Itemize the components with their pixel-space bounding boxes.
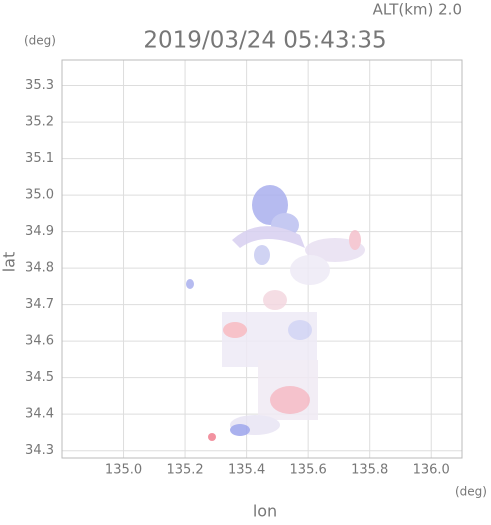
echo	[349, 230, 361, 250]
x-tick-label: 135.4	[228, 463, 265, 478]
x-tick-label: 135.2	[166, 463, 203, 478]
chart-title: 2019/03/24 05:43:35	[143, 28, 386, 54]
y-tick-label: 35.1	[25, 151, 54, 166]
echo	[288, 320, 312, 340]
y-tick-label: 34.4	[25, 407, 54, 422]
echo	[290, 255, 330, 285]
y-tick-label: 35.2	[25, 115, 54, 130]
y-tick-label: 34.8	[25, 261, 54, 276]
radar-echoes	[186, 185, 365, 441]
y-tick-label: 34.6	[25, 334, 54, 349]
echo	[208, 433, 216, 441]
echo	[254, 245, 270, 265]
x-tick-label: 135.6	[290, 463, 327, 478]
x-tick-label: 136.0	[413, 463, 450, 478]
echo	[270, 386, 310, 414]
y-tick-label: 34.5	[25, 370, 54, 385]
x-unit: (deg)	[455, 485, 487, 499]
echo	[230, 424, 250, 436]
echo	[186, 279, 194, 289]
y-tick-label: 34.7	[25, 297, 54, 312]
echo	[223, 322, 247, 338]
y-unit: (deg)	[24, 34, 56, 48]
y-tick-label: 34.3	[25, 443, 54, 458]
x-tick-label: 135.0	[105, 463, 142, 478]
x-tick-label: 135.8	[351, 463, 388, 478]
subtitle: ALT(km) 2.0	[373, 1, 462, 19]
y-tick-label: 34.9	[25, 224, 54, 239]
y-tick-label: 35.0	[25, 188, 54, 203]
x-axis-label: lon	[253, 502, 277, 521]
echo	[232, 226, 305, 248]
y-tick-label: 35.3	[25, 78, 54, 93]
plot-frame	[61, 59, 463, 459]
echo	[263, 290, 287, 310]
y-axis-label: lat	[0, 252, 19, 273]
